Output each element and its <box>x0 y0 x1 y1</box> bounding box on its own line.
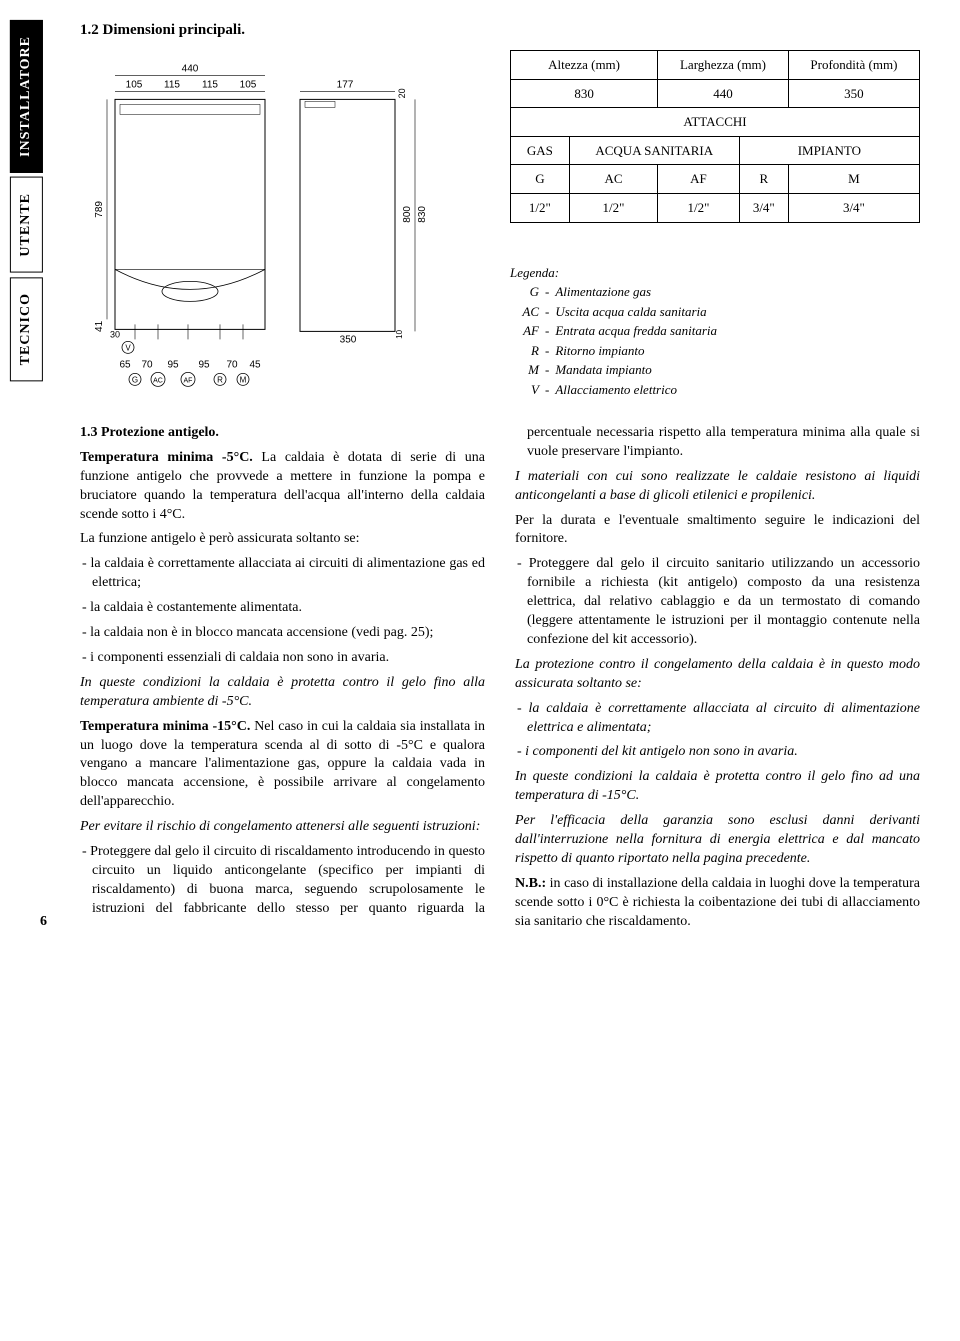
svg-text:95: 95 <box>198 360 210 371</box>
th-profondita: Profondità (mm) <box>788 51 919 80</box>
svg-text:105: 105 <box>240 80 257 91</box>
th-altezza: Altezza (mm) <box>511 51 658 80</box>
tab-installatore: INSTALLATORE <box>10 20 43 173</box>
legenda-key: AF <box>510 321 545 341</box>
svg-text:R: R <box>217 376 223 385</box>
th-r: R <box>739 165 788 194</box>
page-number: 6 <box>40 913 47 932</box>
body-text: 1.3 Protezione antigelo. Temperatura min… <box>80 424 920 931</box>
th-attacchi: ATTACCHI <box>511 108 920 137</box>
td-m: 3/4" <box>788 193 919 222</box>
th-impianto: IMPIANTO <box>739 136 919 165</box>
bullet: - la caldaia è costantemente alimentata. <box>80 599 485 618</box>
bullet: - i componenti essenziali di caldaia non… <box>80 649 485 668</box>
legenda-key: M <box>510 360 545 380</box>
legenda-val: Mandata impianto <box>555 360 651 380</box>
p3: In queste condizioni la caldaia è protet… <box>80 674 485 712</box>
th-larghezza: Larghezza (mm) <box>658 51 789 80</box>
svg-text:105: 105 <box>126 80 143 91</box>
svg-text:41: 41 <box>94 321 105 333</box>
legenda-key: R <box>510 341 545 361</box>
svg-text:800: 800 <box>402 206 413 223</box>
td-r: 3/4" <box>739 193 788 222</box>
legenda-key: V <box>510 380 545 400</box>
p10: Per l'efficacia della garanzia sono escl… <box>515 812 920 869</box>
section-12-title: 1.2 Dimensioni principali. <box>80 20 920 40</box>
td-larghezza: 440 <box>658 79 789 108</box>
svg-text:115: 115 <box>202 80 218 91</box>
p2: La funzione antigelo è però assicurata s… <box>80 530 485 549</box>
bullet: - la caldaia non è in blocco mancata acc… <box>80 624 485 643</box>
svg-text:45: 45 <box>249 360 261 371</box>
svg-text:440: 440 <box>182 64 199 75</box>
legenda-val: Alimentazione gas <box>555 282 651 302</box>
td-g: 1/2" <box>511 193 570 222</box>
th-af: AF <box>658 165 740 194</box>
p9: In queste condizioni la caldaia è protet… <box>515 768 920 806</box>
td-ac: 1/2" <box>569 193 657 222</box>
legenda-key: AC <box>510 302 545 322</box>
svg-text:115: 115 <box>164 80 180 91</box>
dimensions-table: Altezza (mm) Larghezza (mm) Profondità (… <box>510 50 920 222</box>
p5: Per evitare il rischio di congelamento a… <box>80 818 485 837</box>
legenda-val: Ritorno impianto <box>555 341 644 361</box>
legenda-val: Entrata acqua fredda sanitaria <box>555 321 717 341</box>
th-m: M <box>788 165 919 194</box>
td-altezza: 830 <box>511 79 658 108</box>
th-ac: AC <box>569 165 657 194</box>
temp-min-5: Temperatura minima -5°C. <box>80 450 253 465</box>
svg-text:20: 20 <box>397 89 407 99</box>
th-gas: GAS <box>511 136 570 165</box>
side-tabs: INSTALLATORE UTENTE TECNICO <box>10 20 43 381</box>
svg-text:10: 10 <box>395 330 404 339</box>
p11b: in caso di installazione della caldaia i… <box>515 876 920 929</box>
legenda-val: Allacciamento elettrico <box>555 380 677 400</box>
svg-text:350: 350 <box>340 335 357 346</box>
p7: Per la durata e l'eventuale smaltimento … <box>515 512 920 550</box>
td-profondita: 350 <box>788 79 919 108</box>
bullet: - Proteggere dal gelo il circuito sanita… <box>515 555 920 649</box>
p6: I materiali con cui sono realizzate le c… <box>515 468 920 506</box>
svg-text:70: 70 <box>141 360 153 371</box>
tab-tecnico: TECNICO <box>10 277 43 381</box>
svg-text:AF: AF <box>184 378 193 385</box>
tab-utente: UTENTE <box>10 177 43 273</box>
svg-text:830: 830 <box>417 206 428 223</box>
legenda: Legenda: G-Alimentazione gas AC-Uscita a… <box>510 263 920 400</box>
temp-min-15: Temperatura minima -15°C. <box>80 719 250 734</box>
th-acqua: ACQUA SANITARIA <box>569 136 739 165</box>
svg-text:789: 789 <box>94 201 105 218</box>
bullet: - i componenti del kit antigelo non sono… <box>515 743 920 762</box>
svg-text:95: 95 <box>167 360 179 371</box>
legenda-title: Legenda: <box>510 263 920 283</box>
dimension-diagram: 440 105 115 115 105 <box>80 50 480 399</box>
bullet: - la caldaia è correttamente allacciata … <box>80 555 485 593</box>
legenda-key: G <box>510 282 545 302</box>
bullet: - la caldaia è correttamente allacciata … <box>515 700 920 738</box>
svg-text:65: 65 <box>119 360 131 371</box>
svg-text:30: 30 <box>110 330 120 340</box>
svg-text:G: G <box>132 376 138 385</box>
legenda-val: Uscita acqua calda sanitaria <box>555 302 706 322</box>
p8: La protezione contro il congelamento del… <box>515 656 920 694</box>
section-13-title: 1.3 Protezione antigelo. <box>80 425 219 440</box>
svg-text:70: 70 <box>226 360 238 371</box>
td-af: 1/2" <box>658 193 740 222</box>
nb: N.B.: <box>515 876 546 891</box>
th-g: G <box>511 165 570 194</box>
svg-text:AC: AC <box>153 378 163 385</box>
svg-text:M: M <box>240 376 247 385</box>
svg-text:V: V <box>125 344 131 353</box>
svg-text:177: 177 <box>337 80 354 91</box>
